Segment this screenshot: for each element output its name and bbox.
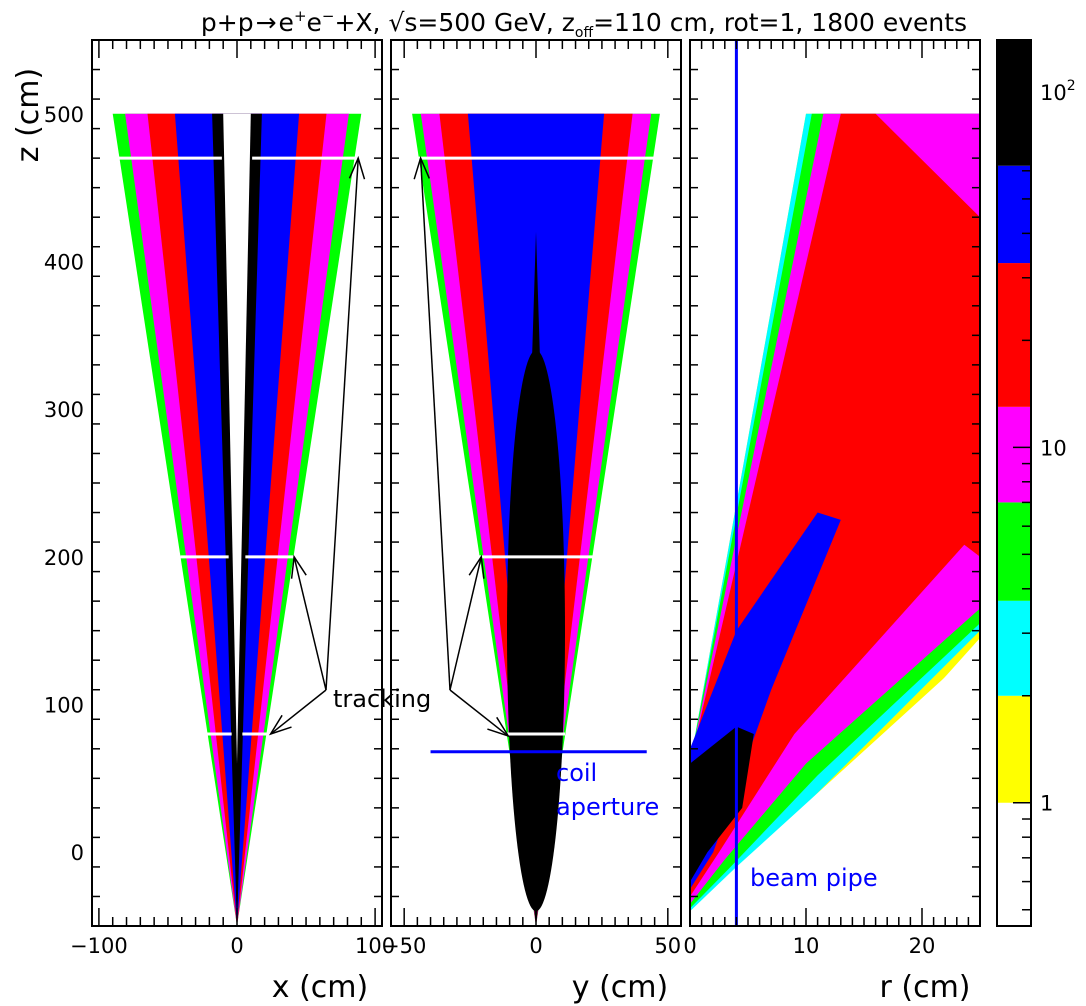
colorbar-band-1 — [997, 695, 1031, 803]
beam-pipe-label: beam pipe — [750, 864, 878, 892]
colorbar-band-0 — [997, 802, 1031, 926]
coil-label: coil — [556, 759, 597, 787]
z-tick-label: 300 — [44, 398, 84, 422]
x-tick-label: 0 — [529, 934, 542, 958]
tracking-arrow-y-2-head — [413, 155, 430, 180]
x-tick-label: 10 — [793, 934, 820, 958]
r-tick-labels: 0 10 20 — [683, 934, 935, 958]
z-tick-label: 500 — [44, 103, 84, 127]
z-tick-label: 0 — [71, 841, 84, 865]
colorbar-band-4 — [997, 406, 1031, 503]
r-heatmap — [690, 113, 980, 926]
colorbar-band-6 — [997, 165, 1031, 264]
tracking-arrow-y-2 — [419, 158, 451, 691]
x-tick-label: 20 — [909, 934, 936, 958]
colorbar-bands — [997, 40, 1031, 926]
panel-y: −50 0 50 y (cm) coil aperture — [382, 39, 682, 1005]
cone-x-hole — [223, 113, 251, 764]
title-zsub: off — [575, 25, 594, 41]
tracking-arrow-x-0 — [270, 689, 327, 735]
colorbar-labels: 1 10 102 — [1040, 78, 1076, 816]
cone-y-heatmap — [412, 113, 660, 926]
ticks-x — [92, 39, 382, 927]
tracking-arrow-x-2-head — [348, 155, 366, 180]
x-tick-label: 50 — [654, 934, 681, 958]
r-band-white — [690, 645, 980, 926]
title-process: p+p — [201, 8, 254, 37]
r-band-red-right — [922, 409, 980, 557]
panel-r: 0 10 20 r (cm) beam pipe — [683, 39, 981, 1005]
tracking-annotation: tracking — [268, 155, 511, 738]
tracking-arrow-y-0 — [449, 689, 509, 737]
r-band-magenta-upper — [887, 113, 980, 203]
x-tick-label: −100 — [70, 934, 128, 958]
title-arrow: → — [256, 8, 277, 37]
tracking-arrow-x-1-head — [290, 554, 307, 579]
tracking-arrow-y-0-head — [487, 716, 511, 738]
title-rest1: +X, √s=500 GeV, z — [334, 8, 574, 37]
tracking-label: tracking — [333, 685, 431, 713]
z-tick-label: 400 — [44, 251, 84, 275]
r-axis-label: r (cm) — [880, 970, 971, 1005]
cone-y-core-upper — [528, 232, 544, 483]
x-tick-label: 0 — [230, 934, 243, 958]
cone-y-core-lower — [512, 704, 560, 926]
tracking-arrows — [268, 155, 511, 738]
aperture-label: aperture — [556, 793, 659, 821]
colorbar-band-2 — [997, 600, 1031, 696]
tracking-arrow-y-1-head — [468, 554, 485, 579]
x-tick-label: 100 — [355, 934, 395, 958]
colorbar-label: 10 — [1040, 436, 1067, 460]
title-eplus-sup: + — [294, 7, 307, 25]
colorbar-frame — [996, 39, 1032, 927]
colorbar: 1 10 102 — [996, 39, 1076, 927]
svg-text:p+p→e+e−+X, √s=500 GeV, zoff=1: p+p→e+e−+X, √s=500 GeV, zoff=110 cm, rot… — [201, 7, 967, 41]
title-rest2: =110 cm, rot=1, 1800 events — [593, 8, 967, 37]
ticks-y — [390, 39, 682, 927]
colorbar-band-7 — [997, 40, 1031, 166]
title-eminus: e — [307, 8, 322, 37]
x-tick-label: −50 — [382, 934, 426, 958]
tracking-planes-y — [417, 156, 655, 736]
x-tick-labels: −100 0 100 — [70, 934, 395, 958]
tracking-planes-x — [118, 156, 356, 736]
ticks-r — [689, 39, 981, 927]
z-tick-label: 200 — [44, 546, 84, 570]
chart-title: p+p→e+e−+X, √s=500 GeV, zoff=110 cm, rot… — [201, 7, 967, 41]
tracking-arrow-x-1 — [293, 556, 327, 691]
z-tick-labels: 0 100 200 300 400 500 — [44, 103, 84, 865]
colorbar-band-5 — [997, 263, 1031, 407]
y-axis-label: y (cm) — [572, 970, 668, 1005]
x-tick-label: 0 — [683, 934, 696, 958]
title-eminus-sup: − — [322, 7, 335, 25]
x-axis-label: x (cm) — [272, 970, 368, 1005]
tracking-arrow-x-0-head — [268, 714, 292, 736]
y-tick-labels: −50 0 50 — [382, 934, 681, 958]
z-axis-label: z (cm) — [11, 68, 46, 162]
colorbar-ticks — [1013, 91, 1031, 911]
title-eplus: e — [279, 8, 294, 37]
colorbar-band-3 — [997, 502, 1031, 601]
z-tick-label: 100 — [44, 694, 84, 718]
cone-x-heatmap — [112, 113, 362, 926]
tracking-arrow-y-1 — [449, 556, 483, 691]
colorbar-label: 102 — [1040, 78, 1076, 105]
colorbar-label: 1 — [1040, 792, 1053, 816]
tracking-arrow-x-2 — [325, 158, 359, 691]
panel-x: 0 100 200 300 400 500 −100 0 100 x (cm) z (cm) — [11, 39, 395, 1005]
